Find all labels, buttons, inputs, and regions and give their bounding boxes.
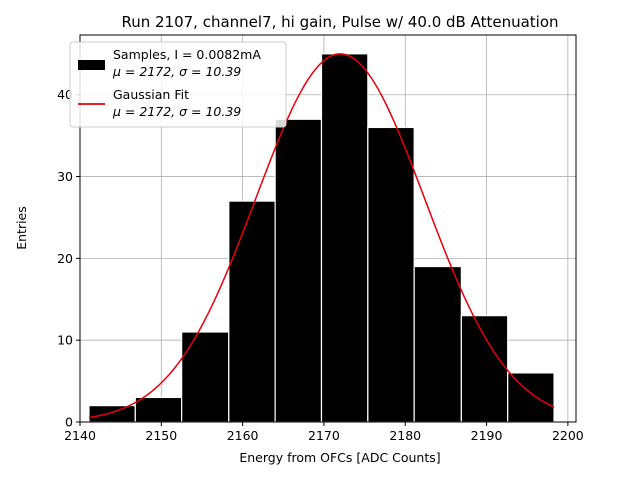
histogram-bar xyxy=(507,372,555,423)
y-tick-label: 20 xyxy=(57,251,73,266)
histogram-bar xyxy=(228,200,276,423)
histogram-bar xyxy=(413,265,462,423)
y-tick-label: 0 xyxy=(65,415,73,430)
legend-sublabel-fit: μ = 2172, σ = 10.39 xyxy=(112,104,241,119)
y-tick-label: 10 xyxy=(57,333,73,348)
chart-title: Run 2107, channel7, hi gain, Pulse w/ 40… xyxy=(121,13,558,31)
histogram-bar xyxy=(460,315,509,423)
histogram-bar xyxy=(274,118,323,423)
legend-sublabel-samples: μ = 2172, σ = 10.39 xyxy=(112,64,241,79)
plot-frame xyxy=(79,34,577,423)
histogram-bar xyxy=(367,126,415,423)
y-tick-label: 40 xyxy=(57,87,73,102)
legend-label-fit: Gaussian Fit xyxy=(113,87,189,102)
histogram-bar xyxy=(320,53,369,423)
legend-box xyxy=(69,41,287,128)
y-axis-ticks: 0 10 20 30 40 xyxy=(57,87,80,430)
x-tick-label: 2200 xyxy=(552,428,584,443)
y-tick-label: 30 xyxy=(57,169,73,184)
x-tick-label: 2160 xyxy=(227,428,259,443)
x-tick-label: 2190 xyxy=(471,428,503,443)
x-axis-label: Energy from OFCs [ADC Counts] xyxy=(239,450,440,465)
x-tick-label: 2150 xyxy=(145,428,177,443)
legend: Samples, I = 0.0082mA μ = 2172, σ = 10.3… xyxy=(69,41,287,128)
y-axis-label: Entries xyxy=(14,206,29,250)
histogram-bar xyxy=(181,331,230,423)
histogram-bar xyxy=(134,396,183,423)
histogram-bar xyxy=(88,405,136,423)
gaussian-fit-line xyxy=(88,53,555,419)
x-tick-label: 2140 xyxy=(64,428,96,443)
x-tick-label: 2180 xyxy=(389,428,421,443)
histogram-bars xyxy=(88,53,555,423)
legend-swatch-samples xyxy=(78,60,105,70)
x-axis-ticks: 2140 2150 2160 2170 2180 2190 2200 xyxy=(64,422,584,443)
legend-label-samples: Samples, I = 0.0082mA xyxy=(113,47,261,62)
x-tick-label: 2170 xyxy=(308,428,340,443)
